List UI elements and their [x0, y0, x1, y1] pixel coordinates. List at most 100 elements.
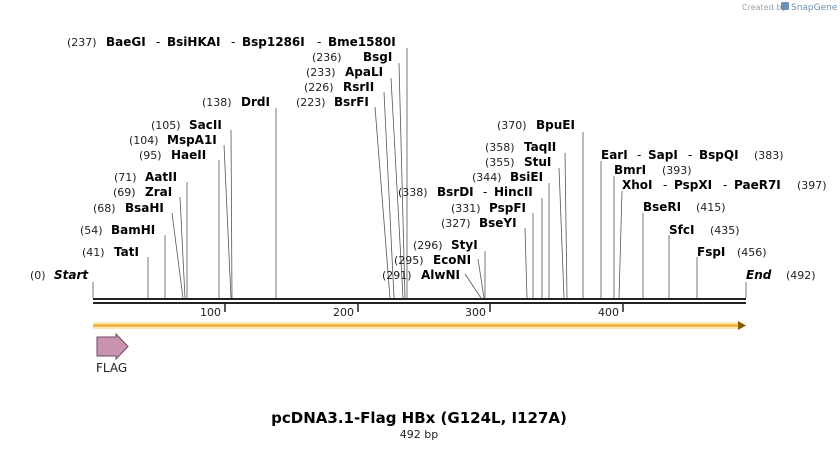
svg-text:StuI: StuI — [524, 155, 551, 169]
svg-text:(105): (105) — [151, 119, 181, 132]
svg-text:(69): (69) — [113, 186, 136, 199]
svg-text:(71): (71) — [114, 171, 137, 184]
site-label-104[interactable]: (104) MspA1I — [129, 133, 217, 147]
site-label-383[interactable]: EarI - SapI - BspQI (383) — [601, 148, 784, 162]
svg-text:-: - — [483, 185, 487, 199]
site-label-415[interactable]: BseRI (415) — [643, 200, 726, 214]
svg-text:MspA1I: MspA1I — [167, 133, 217, 147]
svg-text:(54): (54) — [80, 224, 103, 237]
svg-text:TatI: TatI — [114, 245, 139, 259]
svg-text:EarI: EarI — [601, 148, 628, 162]
svg-text:TaqII: TaqII — [524, 140, 556, 154]
site-label-54[interactable]: (54) BamHI — [80, 223, 155, 237]
site-label-291[interactable]: (291) AlwNI — [382, 268, 460, 282]
site-label-435[interactable]: SfcI (435) — [669, 223, 740, 237]
svg-text:(226): (226) — [304, 81, 334, 94]
site-label-456[interactable]: FspI (456) — [697, 245, 767, 259]
svg-text:Bme1580I: Bme1580I — [328, 35, 396, 49]
tick-200: 200 — [333, 306, 354, 319]
site-label-344[interactable]: (344) BsiEI — [472, 170, 543, 184]
snapgene-logo-icon — [781, 2, 789, 10]
svg-text:(358): (358) — [485, 141, 515, 154]
svg-text:-: - — [663, 178, 667, 192]
svg-text:EcoNI: EcoNI — [433, 253, 471, 267]
svg-text:SfcI: SfcI — [669, 223, 694, 237]
tick-100: 100 — [200, 306, 221, 319]
svg-text:HaeII: HaeII — [171, 148, 206, 162]
map-title: pcDNA3.1-Flag HBx (G124L, I127A) — [271, 409, 567, 427]
site-label-226[interactable]: (226) RsrII — [304, 80, 374, 94]
svg-text:(138): (138) — [202, 96, 232, 109]
svg-text:(435): (435) — [710, 224, 740, 237]
svg-text:(237): (237) — [67, 36, 97, 49]
svg-text:SacII: SacII — [189, 118, 222, 132]
svg-text:-: - — [637, 148, 641, 162]
svg-text:StyI: StyI — [451, 238, 478, 252]
svg-text:(296): (296) — [413, 239, 443, 252]
site-label-296[interactable]: (296) StyI — [413, 238, 478, 252]
ruler-ticks — [224, 304, 624, 312]
site-label-138[interactable]: (138) DrdI — [202, 95, 270, 109]
svg-text:BseYI: BseYI — [479, 216, 517, 230]
map-length: 492 bp — [400, 428, 438, 441]
svg-text:(383): (383) — [754, 149, 784, 162]
svg-text:BsrDI: BsrDI — [437, 185, 474, 199]
svg-text:PspFI: PspFI — [489, 201, 526, 215]
site-label-358[interactable]: (358) TaqII — [485, 140, 556, 154]
site-label-237[interactable]: (237) BaeGI - BsiHKAI - Bsp1286I - Bme15… — [67, 35, 396, 49]
svg-text:BseRI: BseRI — [643, 200, 681, 214]
svg-text:PspXI: PspXI — [674, 178, 712, 192]
site-connector-lines — [92, 48, 747, 299]
svg-text:(355): (355) — [485, 156, 515, 169]
svg-text:AlwNI: AlwNI — [421, 268, 460, 282]
site-label-355[interactable]: (355) StuI — [485, 155, 551, 169]
svg-text:(104): (104) — [129, 134, 159, 147]
svg-text:AatII: AatII — [145, 170, 177, 184]
site-label-68[interactable]: (68) BsaHI — [93, 201, 164, 215]
end-label: End — [746, 268, 772, 282]
svg-text:BsaHI: BsaHI — [125, 201, 164, 215]
site-label-71[interactable]: (71) AatII — [114, 170, 177, 184]
svg-text:Bsp1286I: Bsp1286I — [242, 35, 305, 49]
svg-text:RsrII: RsrII — [343, 80, 374, 94]
tick-400: 400 — [598, 306, 619, 319]
tick-300: 300 — [465, 306, 486, 319]
svg-text:ApaLI: ApaLI — [345, 65, 383, 79]
end-position: (492) — [786, 269, 816, 282]
svg-text:(295): (295) — [394, 254, 424, 267]
svg-text:SapI: SapI — [648, 148, 678, 162]
site-label-327[interactable]: (327) BseYI — [441, 216, 517, 230]
svg-text:DrdI: DrdI — [241, 95, 270, 109]
svg-text:BsgI: BsgI — [363, 50, 392, 64]
site-label-397[interactable]: XhoI - PspXI - PaeR7I (397) — [622, 178, 827, 192]
site-label-338[interactable]: (338) BsrDI - HincII — [398, 185, 533, 199]
svg-text:-: - — [231, 35, 235, 49]
svg-text:FspI: FspI — [697, 245, 725, 259]
svg-text:PaeR7I: PaeR7I — [734, 178, 781, 192]
site-label-331[interactable]: (331) PspFI — [451, 201, 526, 215]
svg-text:-: - — [156, 35, 160, 49]
created-by-text: Created by — [742, 3, 786, 12]
flag-feature-arrow-icon[interactable] — [96, 332, 129, 361]
site-label-105[interactable]: (105) SacII — [151, 118, 222, 132]
site-label-236[interactable]: (236) BsgI — [312, 50, 392, 64]
start-position: (0) — [30, 269, 46, 282]
svg-text:(344): (344) — [472, 171, 502, 184]
flag-feature-label: FLAG — [96, 361, 127, 375]
svg-text:(95): (95) — [139, 149, 162, 162]
svg-text:BsrFI: BsrFI — [334, 95, 369, 109]
start-label: Start — [54, 268, 89, 282]
site-label-69[interactable]: (69) ZraI — [113, 185, 172, 199]
site-label-295[interactable]: (295) EcoNI — [394, 253, 471, 267]
site-label-370[interactable]: (370) BpuEI — [497, 118, 575, 132]
svg-text:(223): (223) — [296, 96, 326, 109]
site-label-95[interactable]: (95) HaeII — [139, 148, 206, 162]
site-label-41[interactable]: (41) TatI — [82, 245, 139, 259]
site-label-233[interactable]: (233) ApaLI — [306, 65, 383, 79]
svg-text:(236): (236) — [312, 51, 342, 64]
svg-text:ZraI: ZraI — [145, 185, 172, 199]
site-label-393[interactable]: BmrI (393) — [614, 163, 692, 177]
svg-text:HincII: HincII — [494, 185, 533, 199]
site-label-223[interactable]: (223) BsrFI — [296, 95, 369, 109]
